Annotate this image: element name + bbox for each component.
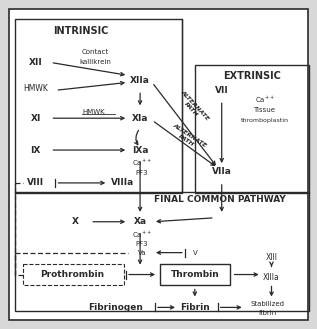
Text: HMWK: HMWK (23, 84, 48, 93)
Text: INTRINSIC: INTRINSIC (53, 26, 108, 36)
Text: EXTRINSIC: EXTRINSIC (223, 71, 281, 81)
Text: fibrin: fibrin (258, 310, 277, 316)
Text: Fibrin: Fibrin (180, 303, 210, 312)
Text: VIIa: VIIa (212, 167, 232, 176)
Text: Fibrinogen: Fibrinogen (88, 303, 143, 312)
Text: XIa: XIa (132, 114, 148, 123)
Text: IX: IX (30, 145, 41, 155)
Text: XIII: XIII (266, 253, 277, 262)
Bar (195, 65, 309, 193)
Text: Va: Va (138, 250, 146, 256)
Text: XIIIa: XIIIa (263, 273, 280, 282)
Text: X: X (72, 217, 79, 226)
Text: Prothrombin: Prothrombin (40, 270, 104, 279)
Text: thromboplastin: thromboplastin (241, 118, 288, 123)
Text: Ca$^{++}$: Ca$^{++}$ (255, 95, 275, 105)
Bar (15, 192, 309, 311)
Text: XI: XI (30, 114, 41, 123)
Text: Contact: Contact (82, 49, 109, 56)
Text: FINAL COMMON PATHWAY: FINAL COMMON PATHWAY (154, 195, 286, 204)
Text: Ca$^{++}$: Ca$^{++}$ (132, 158, 152, 168)
Bar (160, 264, 230, 286)
Text: ALTERNATE
PATH: ALTERNATE PATH (168, 123, 207, 153)
Text: PF3: PF3 (136, 241, 148, 247)
Text: IXa: IXa (132, 145, 148, 155)
Text: Tissue: Tissue (254, 107, 275, 113)
Bar (23, 264, 124, 286)
Text: XII: XII (29, 58, 42, 67)
Text: PF3: PF3 (136, 170, 148, 176)
Text: V: V (192, 250, 197, 256)
Text: VIII: VIII (27, 178, 44, 188)
Text: VIIIa: VIIIa (111, 178, 134, 188)
Text: HMWK: HMWK (82, 109, 105, 115)
Text: XIIa: XIIa (130, 76, 150, 85)
Text: ALTERNATE
PATH: ALTERNATE PATH (176, 89, 210, 125)
Text: Ca$^{++}$: Ca$^{++}$ (132, 230, 152, 240)
Text: Stabilized: Stabilized (250, 301, 285, 307)
Text: kallikrein: kallikrein (79, 60, 111, 65)
Bar (15, 19, 182, 193)
Text: Xa: Xa (133, 217, 147, 226)
Text: Thrombin: Thrombin (171, 270, 219, 279)
Text: VII: VII (215, 86, 229, 95)
